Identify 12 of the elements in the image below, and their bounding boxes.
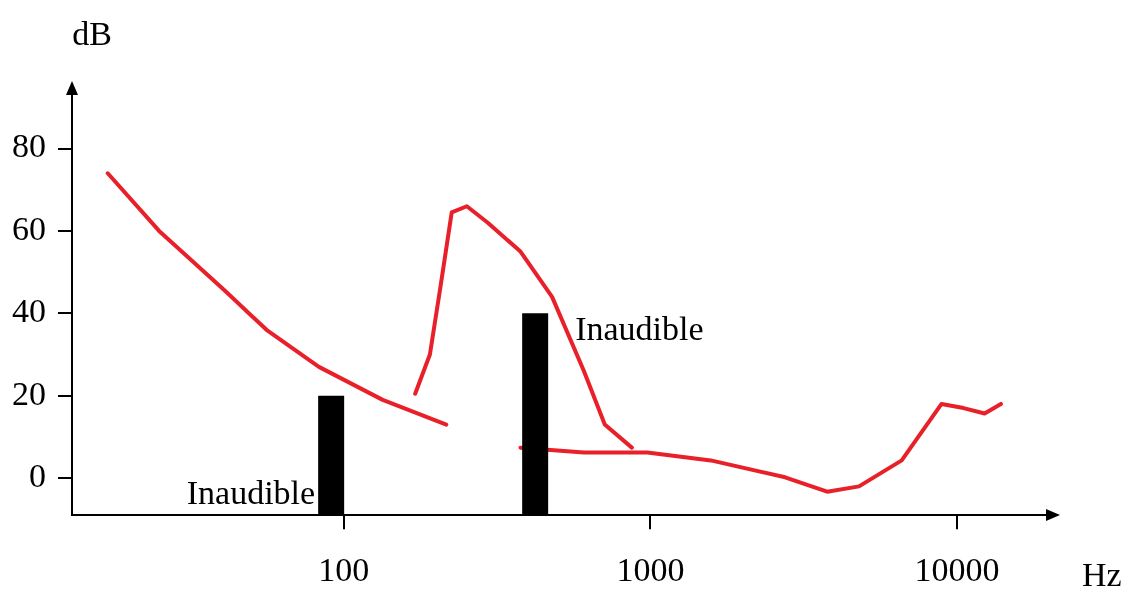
annotation: Inaudible bbox=[575, 310, 704, 348]
x-tick-label: 100 bbox=[318, 550, 370, 588]
x-tick-label: 10000 bbox=[914, 550, 1000, 588]
x-axis-title: Hz bbox=[1082, 556, 1122, 594]
y-tick-label: 80 bbox=[12, 127, 46, 165]
y-axis-title: dB bbox=[72, 14, 112, 52]
y-tick-label: 40 bbox=[12, 292, 46, 330]
y-tick-label: 60 bbox=[12, 209, 46, 247]
annotation: Inaudible bbox=[186, 474, 316, 512]
y-tick-label: 0 bbox=[29, 457, 46, 495]
x-tick-label: 1000 bbox=[616, 550, 685, 588]
y-tick-label: 20 bbox=[12, 374, 46, 412]
